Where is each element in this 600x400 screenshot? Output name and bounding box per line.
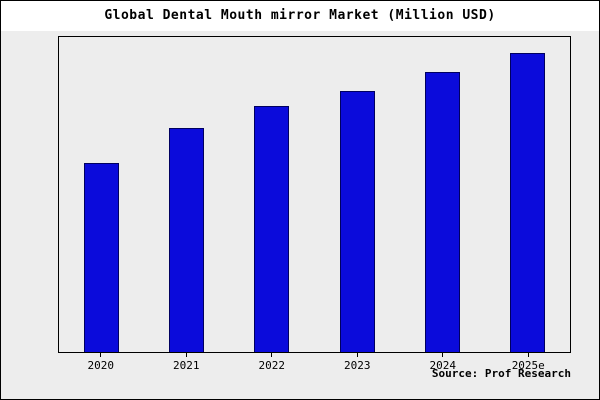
bar-2024 [424, 71, 460, 352]
tick-mark [527, 353, 529, 357]
x-tick-2021: 2021 [144, 353, 229, 375]
bar-2025e [509, 52, 545, 352]
tick-mark [442, 353, 444, 357]
x-axis-tick-row: 2020 2021 2022 2023 2024 2025e [58, 353, 571, 375]
tick-mark [356, 353, 358, 357]
x-tick-2024: 2024 [400, 353, 485, 375]
bar-2021 [169, 128, 205, 352]
x-tick-2022: 2022 [229, 353, 314, 375]
x-tick-2023: 2023 [315, 353, 400, 375]
x-tick-2025e: 2025e [486, 353, 571, 375]
x-tick-2020: 2020 [58, 353, 143, 375]
bar-2022 [254, 106, 290, 352]
x-tick-label: 2020 [87, 359, 115, 372]
chart-title: Global Dental Mouth mirror Market (Milli… [104, 8, 496, 23]
bar-2020 [84, 163, 120, 352]
x-tick-label: 2021 [173, 359, 200, 372]
tick-mark [271, 353, 273, 357]
x-tick-label: 2024 [429, 359, 457, 372]
tick-mark [100, 353, 102, 357]
x-tick-label: 2022 [258, 359, 286, 372]
x-tick-label: 2025e [511, 359, 545, 372]
bar-2023 [339, 90, 375, 352]
source-note: Source: Prof Research [431, 367, 571, 380]
plot-area [58, 36, 571, 353]
x-tick-label: 2023 [344, 359, 371, 372]
tick-mark [185, 353, 187, 357]
